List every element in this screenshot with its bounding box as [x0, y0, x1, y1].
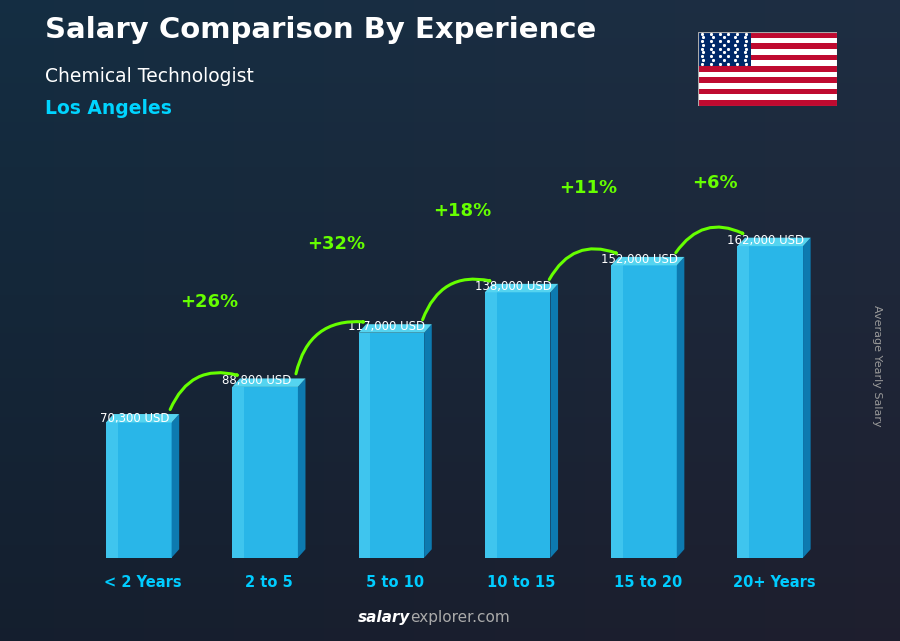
Text: Chemical Technologist: Chemical Technologist: [45, 67, 254, 87]
Text: 88,800 USD: 88,800 USD: [222, 374, 292, 387]
Polygon shape: [106, 422, 172, 558]
Polygon shape: [737, 549, 811, 558]
FancyArrowPatch shape: [170, 372, 238, 410]
Polygon shape: [172, 414, 179, 558]
Polygon shape: [485, 284, 558, 292]
FancyArrowPatch shape: [549, 249, 616, 279]
Text: +18%: +18%: [433, 203, 491, 221]
FancyArrowPatch shape: [676, 227, 742, 253]
Text: 138,000 USD: 138,000 USD: [474, 279, 552, 293]
Polygon shape: [611, 257, 684, 265]
Text: Average Yearly Salary: Average Yearly Salary: [872, 304, 883, 426]
Bar: [698, 32, 837, 38]
Bar: [698, 72, 837, 78]
Text: 152,000 USD: 152,000 USD: [601, 253, 678, 266]
FancyArrowPatch shape: [296, 322, 364, 374]
Polygon shape: [611, 549, 684, 558]
Polygon shape: [485, 292, 551, 558]
Text: 5 to 10: 5 to 10: [366, 575, 424, 590]
Text: < 2 Years: < 2 Years: [104, 575, 182, 590]
Polygon shape: [611, 265, 677, 558]
Text: +11%: +11%: [559, 179, 617, 197]
Text: 117,000 USD: 117,000 USD: [348, 320, 426, 333]
Polygon shape: [737, 246, 803, 558]
FancyArrowPatch shape: [423, 279, 490, 320]
Polygon shape: [232, 378, 305, 387]
Polygon shape: [358, 333, 370, 558]
Bar: [698, 32, 751, 66]
Text: Los Angeles: Los Angeles: [45, 99, 172, 119]
Bar: [698, 66, 837, 72]
Polygon shape: [485, 549, 558, 558]
Text: 162,000 USD: 162,000 USD: [727, 233, 805, 247]
Polygon shape: [232, 387, 298, 558]
Text: salary: salary: [358, 610, 410, 625]
Polygon shape: [358, 324, 432, 333]
Text: 70,300 USD: 70,300 USD: [100, 412, 169, 425]
Bar: [698, 54, 837, 60]
Bar: [698, 94, 837, 100]
Polygon shape: [485, 292, 497, 558]
Polygon shape: [551, 284, 558, 558]
Polygon shape: [358, 549, 432, 558]
Polygon shape: [424, 324, 432, 558]
Polygon shape: [106, 414, 179, 422]
Polygon shape: [298, 378, 305, 558]
Polygon shape: [358, 333, 424, 558]
Polygon shape: [737, 238, 811, 246]
Bar: [698, 49, 837, 54]
Text: +6%: +6%: [692, 174, 737, 192]
Text: 20+ Years: 20+ Years: [733, 575, 815, 590]
Polygon shape: [611, 265, 623, 558]
Bar: [698, 88, 837, 94]
Text: 10 to 15: 10 to 15: [487, 575, 555, 590]
Polygon shape: [677, 257, 684, 558]
Text: +32%: +32%: [307, 235, 365, 253]
Bar: [698, 100, 837, 106]
Bar: [698, 83, 837, 88]
Polygon shape: [232, 387, 244, 558]
Polygon shape: [803, 238, 811, 558]
Text: 2 to 5: 2 to 5: [245, 575, 292, 590]
Polygon shape: [232, 549, 305, 558]
Text: Salary Comparison By Experience: Salary Comparison By Experience: [45, 16, 596, 44]
Polygon shape: [106, 549, 179, 558]
Text: 15 to 20: 15 to 20: [614, 575, 682, 590]
Bar: [698, 78, 837, 83]
Text: +26%: +26%: [180, 293, 238, 311]
Polygon shape: [737, 246, 749, 558]
Bar: [698, 44, 837, 49]
Bar: [698, 38, 837, 44]
Polygon shape: [106, 422, 118, 558]
Bar: [698, 60, 837, 66]
Text: explorer.com: explorer.com: [410, 610, 510, 625]
